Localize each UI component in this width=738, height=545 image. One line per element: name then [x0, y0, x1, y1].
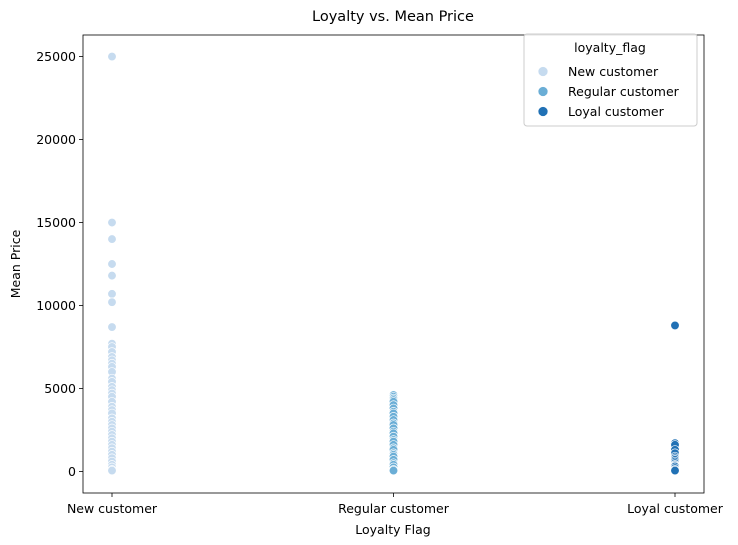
chart-title: Loyalty vs. Mean Price	[312, 9, 474, 25]
x-axis-ticks: New customer Regular customer Loyal custom…	[67, 493, 724, 516]
x-tick-label: Loyal customer	[627, 501, 724, 516]
data-point-new-customer	[107, 289, 117, 299]
x-axis-label: Loyalty Flag	[355, 522, 430, 537]
plot-frame	[82, 34, 705, 494]
legend: loyalty_flag New customer Regular custome…	[523, 33, 698, 127]
data-point-new-customer	[107, 297, 117, 307]
legend-title: loyalty_flag	[574, 40, 646, 55]
data-point-new-customer	[107, 51, 117, 62]
y-tick-label: 25000	[36, 49, 76, 64]
legend-box	[523, 33, 698, 127]
legend-label-new-customer: New customer	[568, 64, 659, 79]
y-axis-label: Mean Price	[8, 229, 23, 298]
data-points	[107, 51, 680, 476]
data-point-loyal-customer	[670, 320, 680, 331]
x-tick-label: Regular customer	[338, 501, 450, 516]
y-tick-label: 20000	[36, 132, 76, 147]
data-point-regular-customer	[388, 465, 399, 476]
data-point-new-customer	[107, 234, 117, 244]
legend-marker-new-customer	[537, 66, 549, 77]
data-point-new-customer	[107, 217, 117, 228]
y-tick-label: 5000	[44, 381, 76, 396]
y-axis-ticks: 0 5000 10000 15000 20000 25000	[36, 49, 83, 479]
legend-label-loyal-customer: Loyal customer	[568, 104, 665, 119]
legend-marker-regular-customer	[537, 86, 549, 97]
y-tick-label: 10000	[36, 298, 76, 313]
data-point-new-customer	[107, 322, 117, 332]
data-point-new-customer	[107, 465, 117, 476]
y-tick-label: 15000	[36, 215, 76, 230]
legend-label-regular-customer: Regular customer	[568, 84, 680, 99]
data-point-new-customer	[107, 259, 117, 269]
data-point-loyal-customer	[670, 465, 680, 476]
legend-entries: New customer Regular customer Loyal custom…	[537, 64, 680, 119]
legend-marker-loyal-customer	[537, 106, 549, 117]
data-point-new-customer	[107, 270, 117, 281]
x-tick-label: New customer	[67, 501, 158, 516]
y-tick-label: 0	[68, 464, 76, 479]
